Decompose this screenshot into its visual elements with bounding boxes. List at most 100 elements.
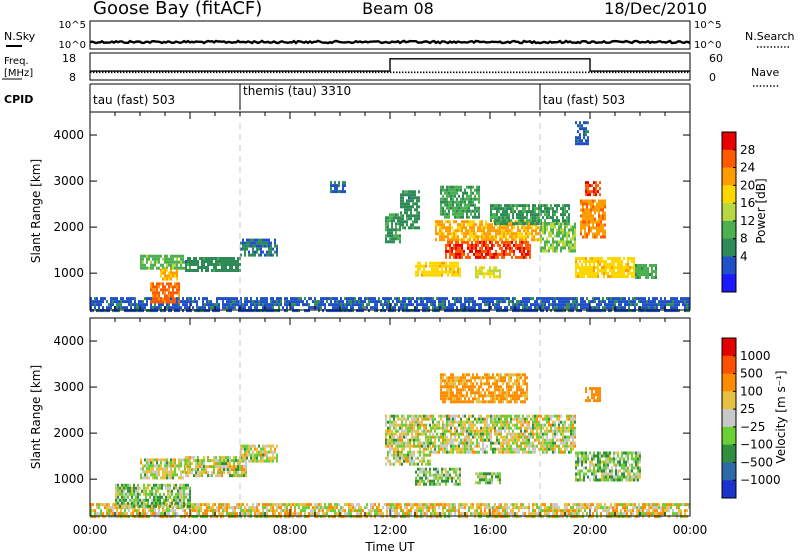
power-cells-cell-10	[485, 235, 487, 239]
power-cells-cell-0	[150, 309, 152, 313]
power-cells-cell-12	[446, 215, 448, 219]
power-cells-cell-14	[536, 216, 538, 220]
power-cells-cell-4	[187, 263, 189, 266]
velocity-cells-cell-0	[254, 509, 256, 513]
power-colorbar-label-0: 28	[740, 143, 755, 157]
power-cells-cell-12	[440, 206, 442, 210]
power-cells-cell-10	[533, 229, 535, 233]
power-cells-cell-0	[600, 309, 602, 313]
power-cells-cell-0	[426, 303, 428, 307]
power-cells-cell-12	[462, 206, 464, 210]
velocity-cells-cell-1	[129, 498, 131, 502]
velocity-cells-cell-0	[318, 506, 320, 510]
power-cells-cell-0	[406, 306, 408, 310]
power-cells-cell-5	[242, 244, 244, 248]
velocity-cells-cell-0	[100, 509, 102, 513]
velocity-cells-cell-4	[260, 447, 262, 451]
velocity-cells-cell-1	[159, 495, 161, 499]
power-cells-cell-13	[475, 272, 477, 276]
velocity-cells-cell-5	[425, 423, 427, 427]
power-cells-cell-0	[394, 303, 396, 307]
velocity-cells-cell-1	[153, 495, 155, 499]
velocity-cells-cell-0	[218, 503, 220, 507]
power-cells-cell-11	[515, 243, 517, 247]
power-cells-cell-12	[470, 185, 472, 189]
velocity-cells-cell-5	[389, 420, 391, 424]
power-cells-cell-15	[542, 231, 544, 235]
velocity-cells-cell-0	[226, 509, 228, 513]
power-cells-cell-4	[209, 263, 211, 266]
velocity-cells-cell-5	[425, 429, 427, 433]
power-cells-cell-18	[593, 272, 595, 275]
velocity-cells-cell-3	[191, 468, 193, 472]
velocity-cells-cell-4	[244, 459, 246, 463]
power-cells-cell-19	[655, 276, 657, 279]
power-cells-cell-0	[678, 303, 680, 307]
velocity-cells-cell-5	[393, 426, 395, 430]
power-cells-cell-20	[585, 121, 587, 125]
power-cells-cell-1	[154, 254, 156, 258]
velocity-cells-cell-1	[143, 492, 145, 496]
power-cells-cell-0	[546, 309, 548, 313]
velocity-cells-cell-3	[225, 468, 227, 472]
power-cells-cell-7	[389, 228, 391, 232]
power-cells-cell-4	[189, 263, 191, 266]
velocity-cells-cell-0	[374, 503, 376, 507]
power-cells-cell-0	[216, 303, 218, 307]
velocity-cells-cell-5	[411, 450, 413, 454]
velocity-cells-cell-5	[387, 456, 389, 460]
power-cells-cell-0	[492, 300, 494, 304]
power-cells-cell-7	[389, 234, 391, 238]
power-cells-cell-12	[442, 188, 444, 192]
power-cells-cell-20	[585, 139, 587, 143]
power-cells-cell-12	[470, 188, 472, 192]
power-cells-cell-0	[96, 297, 98, 301]
cpid-panel: CPID tau (fast) 503 themis (tau) 3310 ta…	[4, 83, 691, 112]
velocity-cells-cell-1	[183, 483, 185, 487]
power-cells-cell-19	[637, 264, 639, 267]
power-cells-cell-1	[142, 266, 144, 270]
power-cells-cell-18	[617, 272, 619, 275]
power-cells-cell-10	[523, 229, 525, 233]
power-cells-cell-12	[452, 200, 454, 204]
velocity-cells-cell-0	[94, 515, 96, 519]
power-cells-cell-0	[236, 300, 238, 304]
velocity-cells-cell-5	[405, 435, 407, 439]
power-cells-cell-0	[478, 309, 480, 313]
power-cells-cell-12	[446, 203, 448, 207]
power-cells-cell-8	[402, 226, 404, 230]
power-cells-cell-10	[473, 220, 475, 224]
power-cells-cell-18	[631, 275, 633, 278]
power-cells-cell-17	[604, 235, 606, 239]
power-cells-cell-0	[624, 309, 626, 313]
velocity-cells-cell-6	[419, 467, 421, 471]
power-cells-cell-0	[466, 306, 468, 310]
power-cells-cell-0	[108, 306, 110, 310]
velocity-cells-cell-0	[142, 509, 144, 513]
power-cells-cell-8	[408, 202, 410, 206]
power-cells-cell-1	[158, 257, 160, 261]
power-cells-cell-11	[519, 240, 521, 244]
power-cells-cell-8	[414, 190, 416, 194]
velocity-cells-cell-5	[393, 447, 395, 451]
power-cells-cell-12	[470, 203, 472, 207]
velocity-cells-cell-2	[154, 464, 156, 468]
power-cells-cell-0	[688, 303, 690, 307]
power-cells-cell-2	[166, 282, 168, 286]
power-cells-cell-0	[264, 303, 266, 307]
power-cells-cell-0	[262, 303, 264, 307]
velocity-cells-cell-0	[352, 515, 354, 519]
power-cells-cell-0	[572, 297, 574, 301]
power-cells-cell-12	[444, 203, 446, 207]
power-cells-cell-0	[334, 297, 336, 301]
power-cells-cell-10	[447, 229, 449, 233]
velocity-cells-cell-0	[272, 512, 274, 516]
velocity-cells-cell-2	[160, 458, 162, 462]
power-cells-cell-4	[209, 260, 211, 263]
power-cells-cell-14	[548, 213, 550, 217]
power-cells-cell-4	[233, 257, 235, 260]
power-cells-cell-20	[587, 130, 589, 134]
velocity-cells-cell-3	[217, 471, 219, 475]
power-cells-cell-0	[684, 300, 686, 304]
velocity-cells-cell-0	[114, 506, 116, 510]
